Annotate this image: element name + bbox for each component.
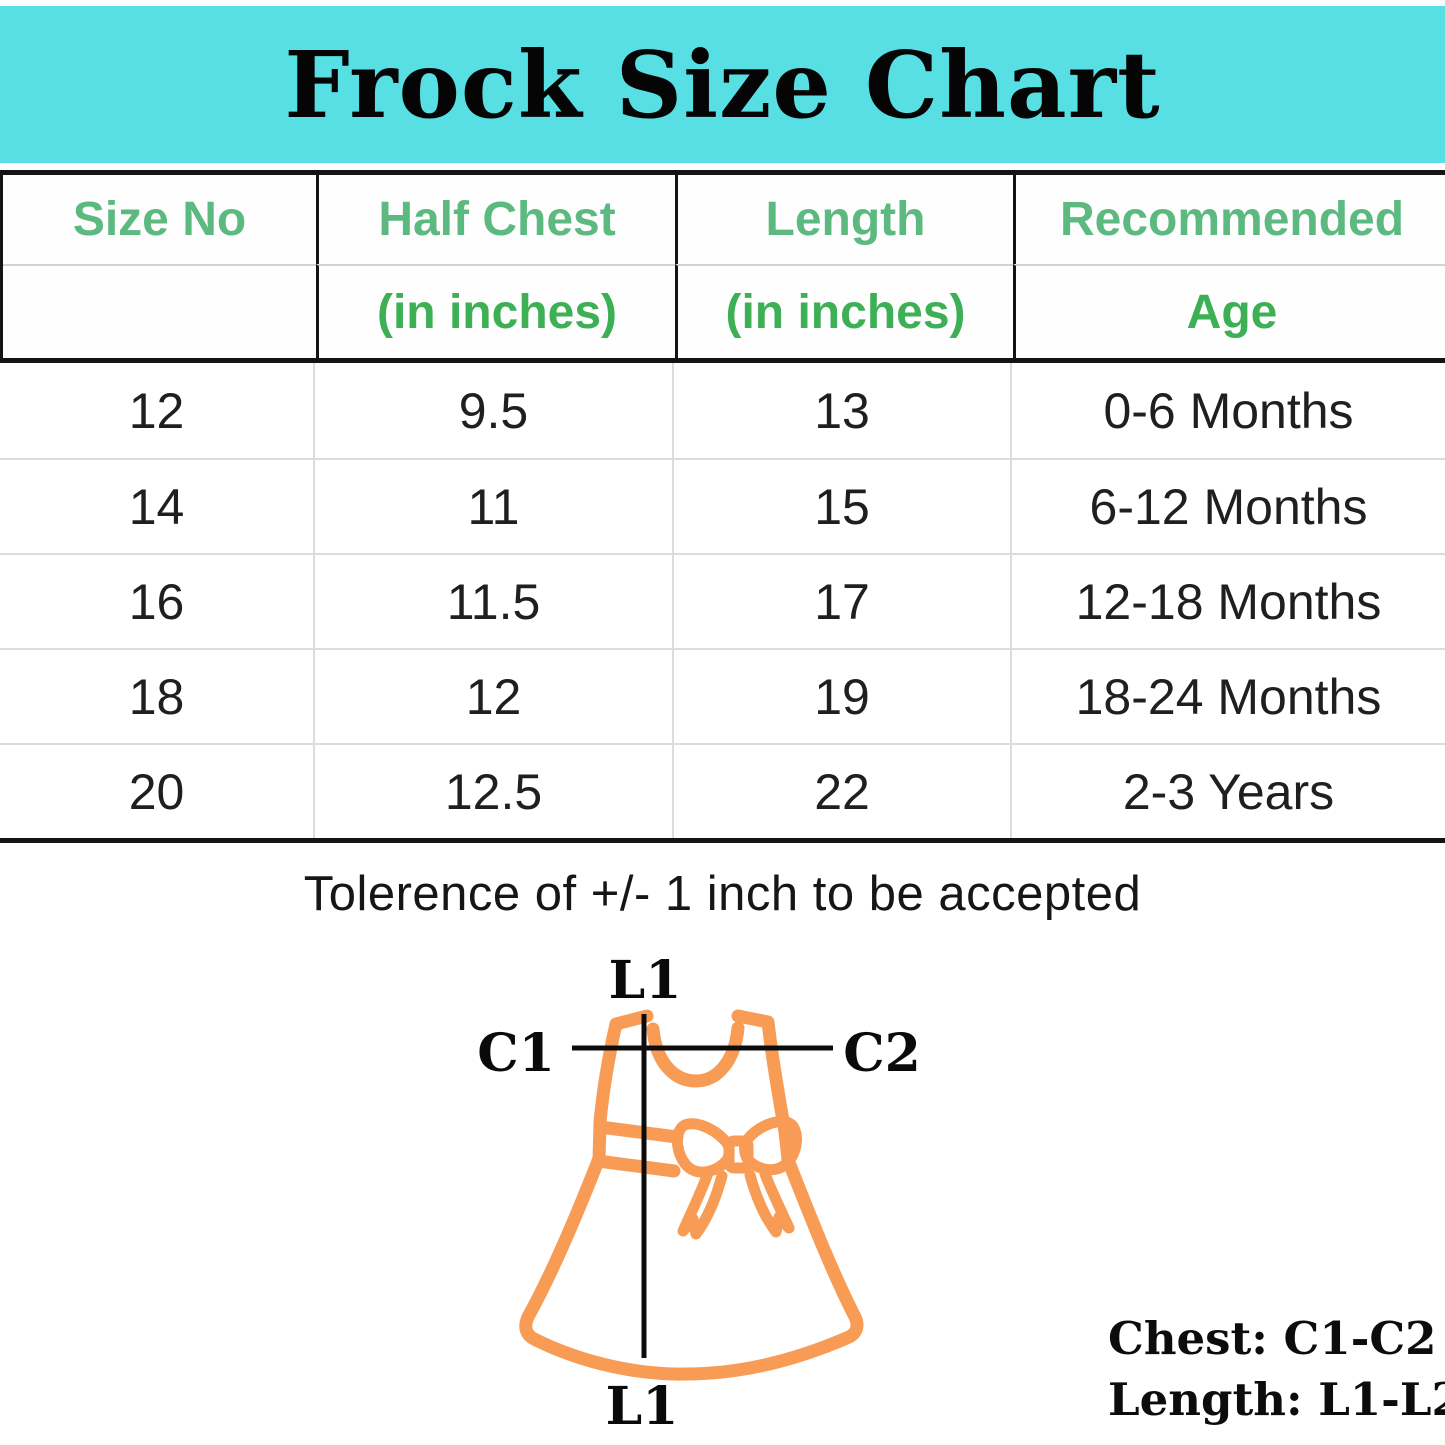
column-subheader-blank [3, 264, 316, 358]
frock-measurement-diagram: L1 C1 C2 L1 [477, 950, 921, 1437]
legend-length: Length: L1-L2 [1108, 1373, 1445, 1426]
size-chart-table: Size No Half Chest Length Recommended (i… [0, 170, 1445, 843]
column-subheader-inches2: (in inches) [675, 264, 1013, 358]
column-header-recommended: Recommended [1013, 175, 1445, 264]
table-cell: 11.5 [313, 553, 672, 648]
table-cell: 17 [672, 553, 1010, 648]
table-cell: 15 [672, 458, 1010, 553]
title-banner: Frock Size Chart [0, 6, 1445, 163]
table-cell: 12 [313, 648, 672, 743]
page-title: Frock Size Chart [284, 30, 1161, 139]
chest-right-label: C2 [843, 1023, 921, 1084]
table-cell: 0-6 Months [1010, 363, 1445, 458]
table-cell: 20 [0, 743, 313, 838]
table-cell: 6-12 Months [1010, 458, 1445, 553]
legend-chest: Chest: C1-C2 [1108, 1312, 1437, 1365]
length-bottom-label: L1 [606, 1376, 679, 1437]
column-subheader-age: Age [1013, 264, 1445, 358]
measurement-legend: Chest: C1-C2 Length: L1-L2 [1108, 1308, 1445, 1430]
column-header-half-chest: Half Chest [316, 175, 675, 264]
table-cell: 11 [313, 458, 672, 553]
chest-left-label: C1 [477, 1023, 555, 1084]
table-cell: 2-3 Years [1010, 743, 1445, 838]
column-header-size-no: Size No [3, 175, 316, 264]
column-header-length: Length [675, 175, 1013, 264]
column-subheader-inches1: (in inches) [316, 264, 675, 358]
table-cell: 12-18 Months [1010, 553, 1445, 648]
table-cell: 12.5 [313, 743, 672, 838]
table-cell: 12 [128, 382, 185, 439]
table-cell: 22 [672, 743, 1010, 838]
frock-outline-icon [519, 1009, 864, 1381]
length-top-label: L1 [609, 950, 682, 1011]
table-cell: 14 [0, 458, 313, 553]
table-cell: 19 [672, 648, 1010, 743]
table-cell: 9.5 [313, 363, 672, 458]
table-cell: 18-24 Months [1010, 648, 1445, 743]
tolerance-note: Tolerence of +/- 1 inch to be accepted [303, 867, 1142, 921]
table-body: 12 9.5 13 0-6 Months 14 11 15 6-12 Month… [0, 363, 1445, 843]
table-cell: 16 [0, 553, 313, 648]
table-header: Size No Half Chest Length Recommended (i… [0, 170, 1445, 363]
table-cell: 18 [0, 648, 313, 743]
table-cell: 13 [672, 363, 1010, 458]
